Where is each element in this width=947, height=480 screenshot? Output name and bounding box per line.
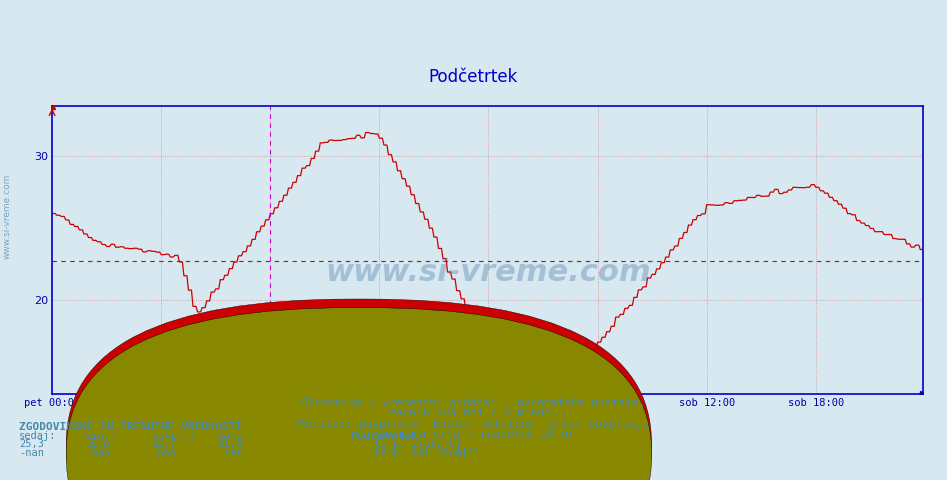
Text: Meritve: povprečne  Enote: metrične  Črta: povprečje: Meritve: povprečne Enote: metrične Črta:… bbox=[298, 417, 649, 429]
Text: Podčetrtek: Podčetrtek bbox=[429, 68, 518, 85]
Text: min.:: min.: bbox=[85, 431, 116, 441]
Text: www.si-vreme.com: www.si-vreme.com bbox=[325, 258, 651, 287]
Text: -nan: -nan bbox=[85, 448, 110, 458]
Text: -nan: -nan bbox=[218, 448, 242, 458]
Text: -nan: -nan bbox=[19, 448, 44, 458]
Text: maks.:: maks.: bbox=[218, 431, 256, 441]
Text: Slovenija / vremenski podatki - avtomatske postaje.: Slovenija / vremenski podatki - avtomats… bbox=[301, 397, 646, 408]
Text: www.si-vreme.com: www.si-vreme.com bbox=[3, 173, 12, 259]
Text: povpr.:: povpr.: bbox=[152, 431, 195, 441]
Text: ZGODOVINSKE IN TRENUTNE VREDNOSTI: ZGODOVINSKE IN TRENUTNE VREDNOSTI bbox=[19, 421, 241, 432]
Text: temp. zraka[C]: temp. zraka[C] bbox=[374, 439, 461, 449]
Text: navpična črta - razdelek 24 ur: navpična črta - razdelek 24 ur bbox=[372, 429, 575, 439]
Text: temp. tal 10cm[C]: temp. tal 10cm[C] bbox=[374, 448, 480, 458]
Text: zadnja dva dni / 5 minut.: zadnja dva dni / 5 minut. bbox=[389, 408, 558, 418]
Text: 16,6: 16,6 bbox=[85, 439, 110, 449]
Text: 31,4: 31,4 bbox=[218, 439, 242, 449]
Text: 22,7: 22,7 bbox=[152, 439, 176, 449]
Text: -nan: -nan bbox=[152, 448, 176, 458]
Text: Podčetrtek: Podčetrtek bbox=[350, 431, 418, 441]
Text: sedaj:: sedaj: bbox=[19, 431, 57, 441]
Text: 25,3: 25,3 bbox=[19, 439, 44, 449]
